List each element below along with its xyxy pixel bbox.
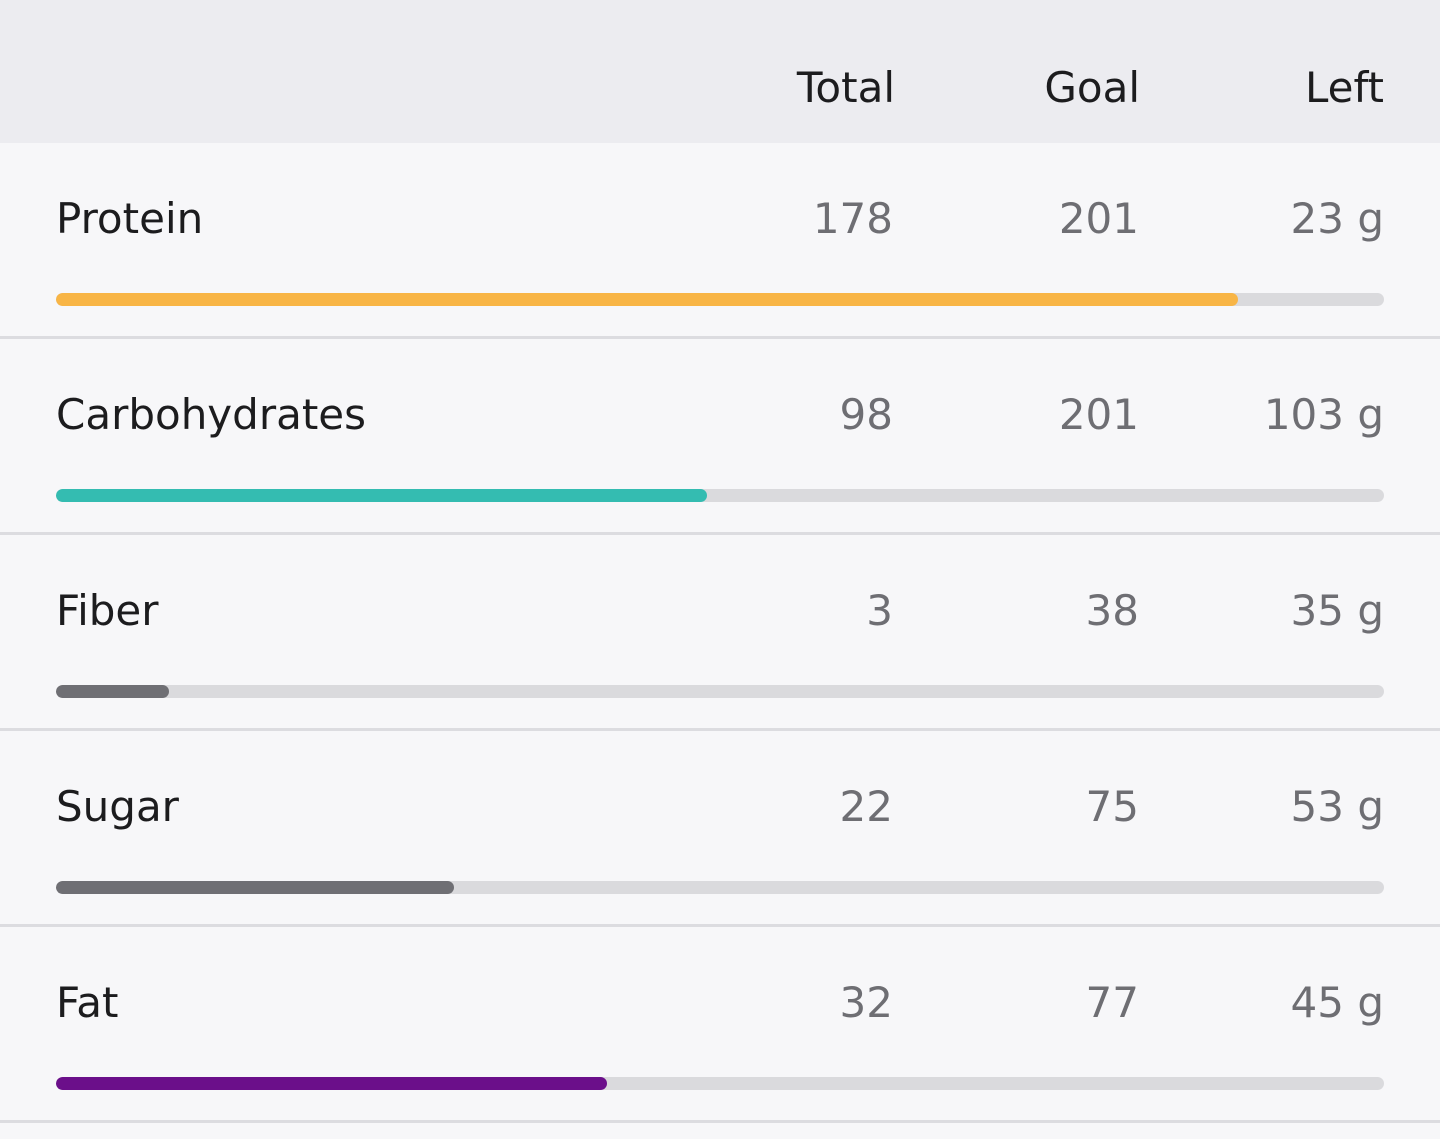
nutrient-total: 178 (812, 194, 893, 243)
progress-fill (56, 1077, 608, 1090)
progress-track (56, 489, 1384, 502)
nutrient-left: 35 g (1290, 586, 1384, 635)
nutrient-row-protein[interactable]: Protein 178 201 23 g (0, 143, 1440, 339)
left-column-header: Left (1304, 63, 1384, 112)
progress-fill (56, 881, 455, 894)
nutrient-name: Protein (56, 194, 204, 243)
progress-track (56, 685, 1384, 698)
progress-track (56, 1077, 1384, 1090)
nutrient-total: 98 (839, 390, 893, 439)
nutrient-left: 23 g (1290, 194, 1384, 243)
nutrient-list: Protein 178 201 23 g Carbohydrates 98 20… (0, 143, 1440, 1123)
progress-fill (56, 293, 1238, 306)
total-column-header: Total (796, 63, 895, 112)
progress-fill (56, 489, 707, 502)
nutrient-goal: 38 (1085, 586, 1139, 635)
nutrient-left: 103 g (1263, 390, 1384, 439)
nutrient-left: 45 g (1290, 978, 1384, 1027)
nutrient-total: 3 (866, 586, 893, 635)
nutrient-row-carbohydrates[interactable]: Carbohydrates 98 201 103 g (0, 339, 1440, 535)
column-header-bar: Total Goal Left (0, 0, 1440, 143)
nutrient-name: Carbohydrates (56, 390, 367, 439)
nutrient-goal: 201 (1058, 390, 1139, 439)
nutrient-total: 32 (839, 978, 893, 1027)
nutrient-row-fiber[interactable]: Fiber 3 38 35 g (0, 535, 1440, 731)
nutrient-total: 22 (839, 782, 893, 831)
nutrient-name: Fiber (56, 586, 159, 635)
nutrient-goal: 75 (1085, 782, 1139, 831)
progress-track (56, 293, 1384, 306)
nutrient-goal: 201 (1058, 194, 1139, 243)
nutrient-name: Fat (56, 978, 119, 1027)
progress-fill (56, 685, 169, 698)
progress-track (56, 881, 1384, 894)
nutrient-row-fat[interactable]: Fat 32 77 45 g (0, 927, 1440, 1123)
nutrient-left: 53 g (1290, 782, 1384, 831)
nutrient-goal: 77 (1085, 978, 1139, 1027)
nutrient-row-sugar[interactable]: Sugar 22 75 53 g (0, 731, 1440, 927)
goal-column-header: Goal (1044, 63, 1140, 112)
nutrient-name: Sugar (56, 782, 179, 831)
